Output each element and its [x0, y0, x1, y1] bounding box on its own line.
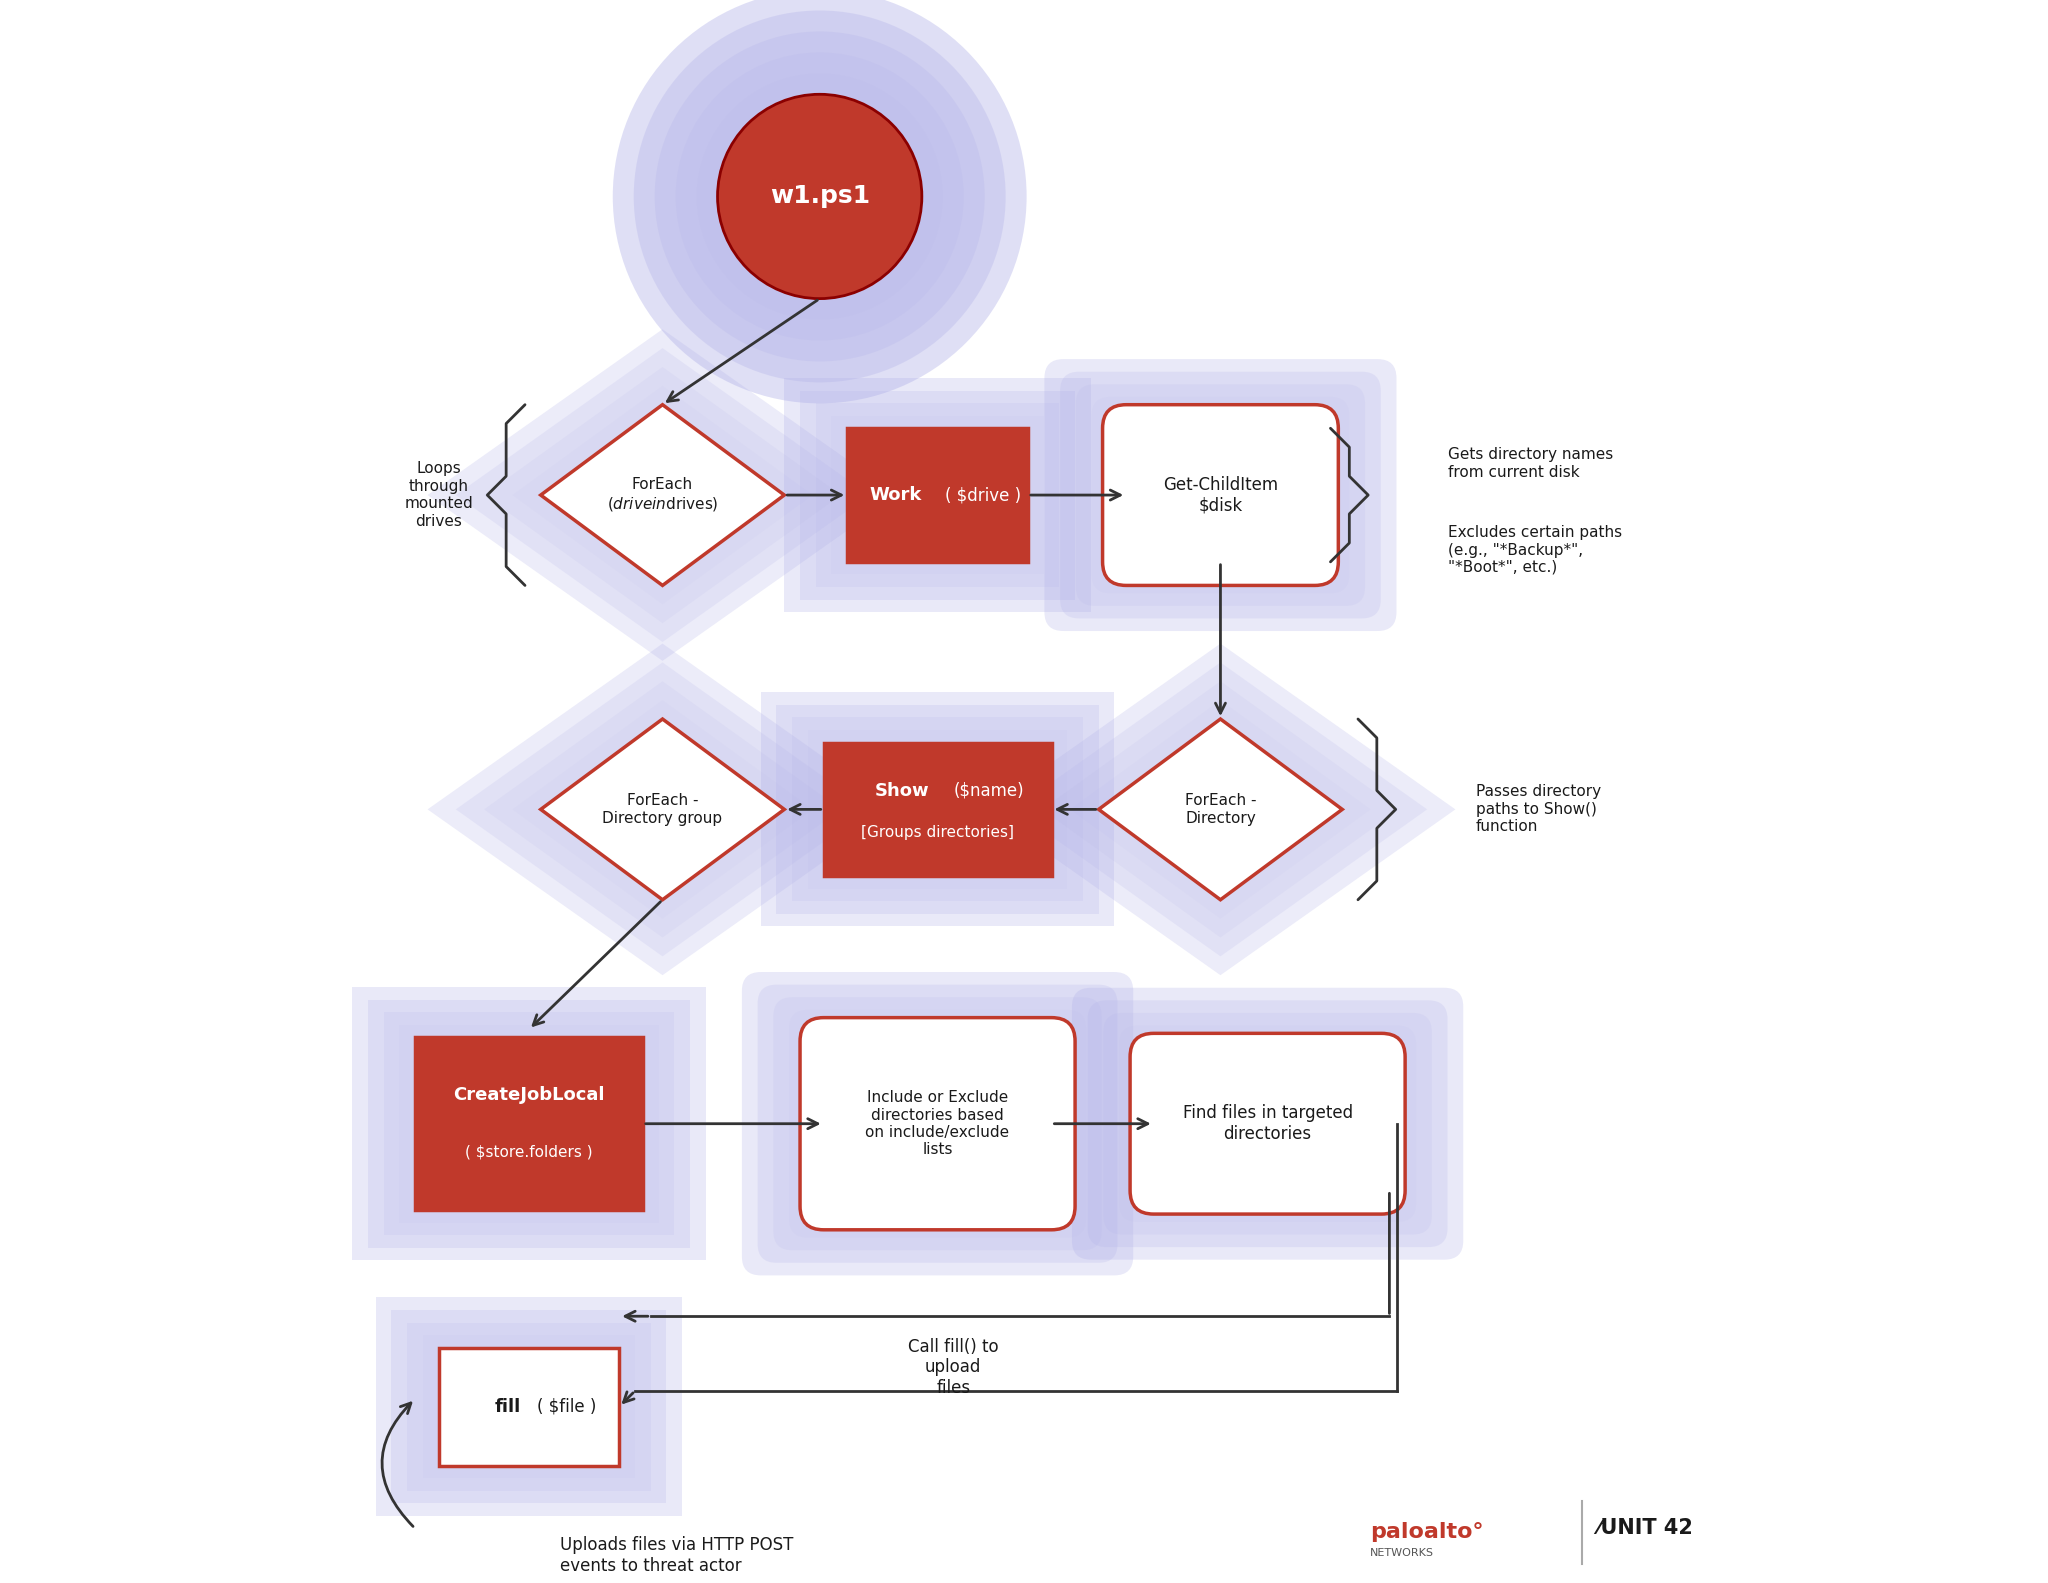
- FancyBboxPatch shape: [408, 1322, 651, 1491]
- FancyBboxPatch shape: [848, 429, 1028, 562]
- FancyBboxPatch shape: [383, 1012, 674, 1235]
- FancyBboxPatch shape: [793, 717, 1083, 901]
- Polygon shape: [483, 367, 842, 624]
- Text: ForEach -
Directory: ForEach - Directory: [1184, 793, 1255, 826]
- FancyBboxPatch shape: [741, 972, 1133, 1276]
- FancyBboxPatch shape: [758, 985, 1118, 1263]
- Polygon shape: [457, 348, 868, 643]
- FancyBboxPatch shape: [1061, 372, 1380, 619]
- Text: NETWORKS: NETWORKS: [1370, 1548, 1434, 1558]
- FancyBboxPatch shape: [1044, 359, 1397, 632]
- Text: Call fill() to
upload
files: Call fill() to upload files: [907, 1338, 999, 1398]
- Text: ForEach
($drive in $drives): ForEach ($drive in $drives): [606, 476, 719, 513]
- Ellipse shape: [655, 32, 985, 361]
- Text: CreateJobLocal: CreateJobLocal: [453, 1086, 604, 1105]
- FancyBboxPatch shape: [422, 1334, 635, 1479]
- Text: Get-ChildItem
$disk: Get-ChildItem $disk: [1163, 475, 1278, 514]
- FancyBboxPatch shape: [1102, 405, 1337, 586]
- Text: Work: Work: [870, 486, 922, 503]
- FancyBboxPatch shape: [1087, 1000, 1448, 1247]
- Text: Find files in targeted
directories: Find files in targeted directories: [1182, 1105, 1352, 1143]
- FancyBboxPatch shape: [1075, 385, 1366, 606]
- FancyBboxPatch shape: [391, 1311, 666, 1504]
- Text: ForEach -
Directory group: ForEach - Directory group: [602, 793, 723, 826]
- Polygon shape: [1071, 700, 1370, 918]
- Text: Excludes certain paths
(e.g., "*Backup*",
"*Boot*", etc.): Excludes certain paths (e.g., "*Backup*"…: [1448, 526, 1622, 575]
- FancyBboxPatch shape: [1092, 397, 1350, 594]
- Text: Show: Show: [874, 782, 930, 799]
- Text: Uploads files via HTTP POST
events to threat actor: Uploads files via HTTP POST events to th…: [561, 1536, 795, 1575]
- FancyBboxPatch shape: [807, 730, 1067, 888]
- Polygon shape: [483, 681, 842, 937]
- Polygon shape: [512, 700, 813, 918]
- Polygon shape: [541, 719, 784, 899]
- Polygon shape: [428, 329, 897, 660]
- FancyBboxPatch shape: [801, 391, 1075, 600]
- FancyBboxPatch shape: [760, 692, 1114, 926]
- Text: Passes directory
paths to Show()
function: Passes directory paths to Show() functio…: [1477, 785, 1602, 834]
- Polygon shape: [1014, 662, 1427, 956]
- FancyBboxPatch shape: [823, 742, 1051, 875]
- Text: paloalto°: paloalto°: [1370, 1523, 1483, 1542]
- Ellipse shape: [676, 52, 965, 340]
- Polygon shape: [428, 644, 897, 975]
- FancyBboxPatch shape: [815, 404, 1059, 587]
- FancyBboxPatch shape: [352, 986, 707, 1260]
- FancyBboxPatch shape: [1071, 988, 1462, 1260]
- FancyBboxPatch shape: [375, 1298, 682, 1517]
- FancyBboxPatch shape: [788, 1010, 1085, 1238]
- Polygon shape: [512, 386, 813, 605]
- Text: ( $store.folders ): ( $store.folders ): [465, 1145, 592, 1159]
- FancyBboxPatch shape: [776, 704, 1098, 913]
- FancyBboxPatch shape: [1104, 1013, 1432, 1235]
- Polygon shape: [1042, 681, 1399, 937]
- Polygon shape: [985, 644, 1456, 975]
- FancyBboxPatch shape: [399, 1024, 659, 1222]
- FancyBboxPatch shape: [774, 997, 1102, 1251]
- Text: fill: fill: [496, 1398, 520, 1415]
- Text: Gets directory names
from current disk: Gets directory names from current disk: [1448, 448, 1614, 480]
- FancyBboxPatch shape: [784, 378, 1092, 613]
- Text: ($name): ($name): [952, 782, 1024, 799]
- Ellipse shape: [633, 11, 1006, 383]
- FancyBboxPatch shape: [801, 1018, 1075, 1230]
- FancyBboxPatch shape: [438, 1347, 618, 1466]
- Polygon shape: [1098, 719, 1341, 899]
- Ellipse shape: [717, 95, 922, 299]
- Text: ( $drive ): ( $drive ): [946, 486, 1022, 503]
- Polygon shape: [541, 405, 784, 586]
- Text: w1.ps1: w1.ps1: [770, 185, 870, 209]
- Text: [Groups directories]: [Groups directories]: [860, 825, 1014, 841]
- FancyBboxPatch shape: [416, 1037, 643, 1209]
- FancyBboxPatch shape: [831, 416, 1044, 575]
- Text: ⁄UNIT 42: ⁄UNIT 42: [1597, 1518, 1694, 1537]
- Polygon shape: [457, 662, 868, 956]
- Text: Loops
through
mounted
drives: Loops through mounted drives: [403, 462, 473, 529]
- Text: ( $file ): ( $file ): [537, 1398, 596, 1415]
- Text: Include or Exclude
directories based
on include/exclude
lists: Include or Exclude directories based on …: [866, 1091, 1010, 1157]
- Ellipse shape: [612, 0, 1026, 404]
- FancyBboxPatch shape: [369, 999, 690, 1247]
- FancyBboxPatch shape: [1130, 1034, 1405, 1214]
- Ellipse shape: [696, 73, 942, 320]
- FancyBboxPatch shape: [1118, 1026, 1415, 1222]
